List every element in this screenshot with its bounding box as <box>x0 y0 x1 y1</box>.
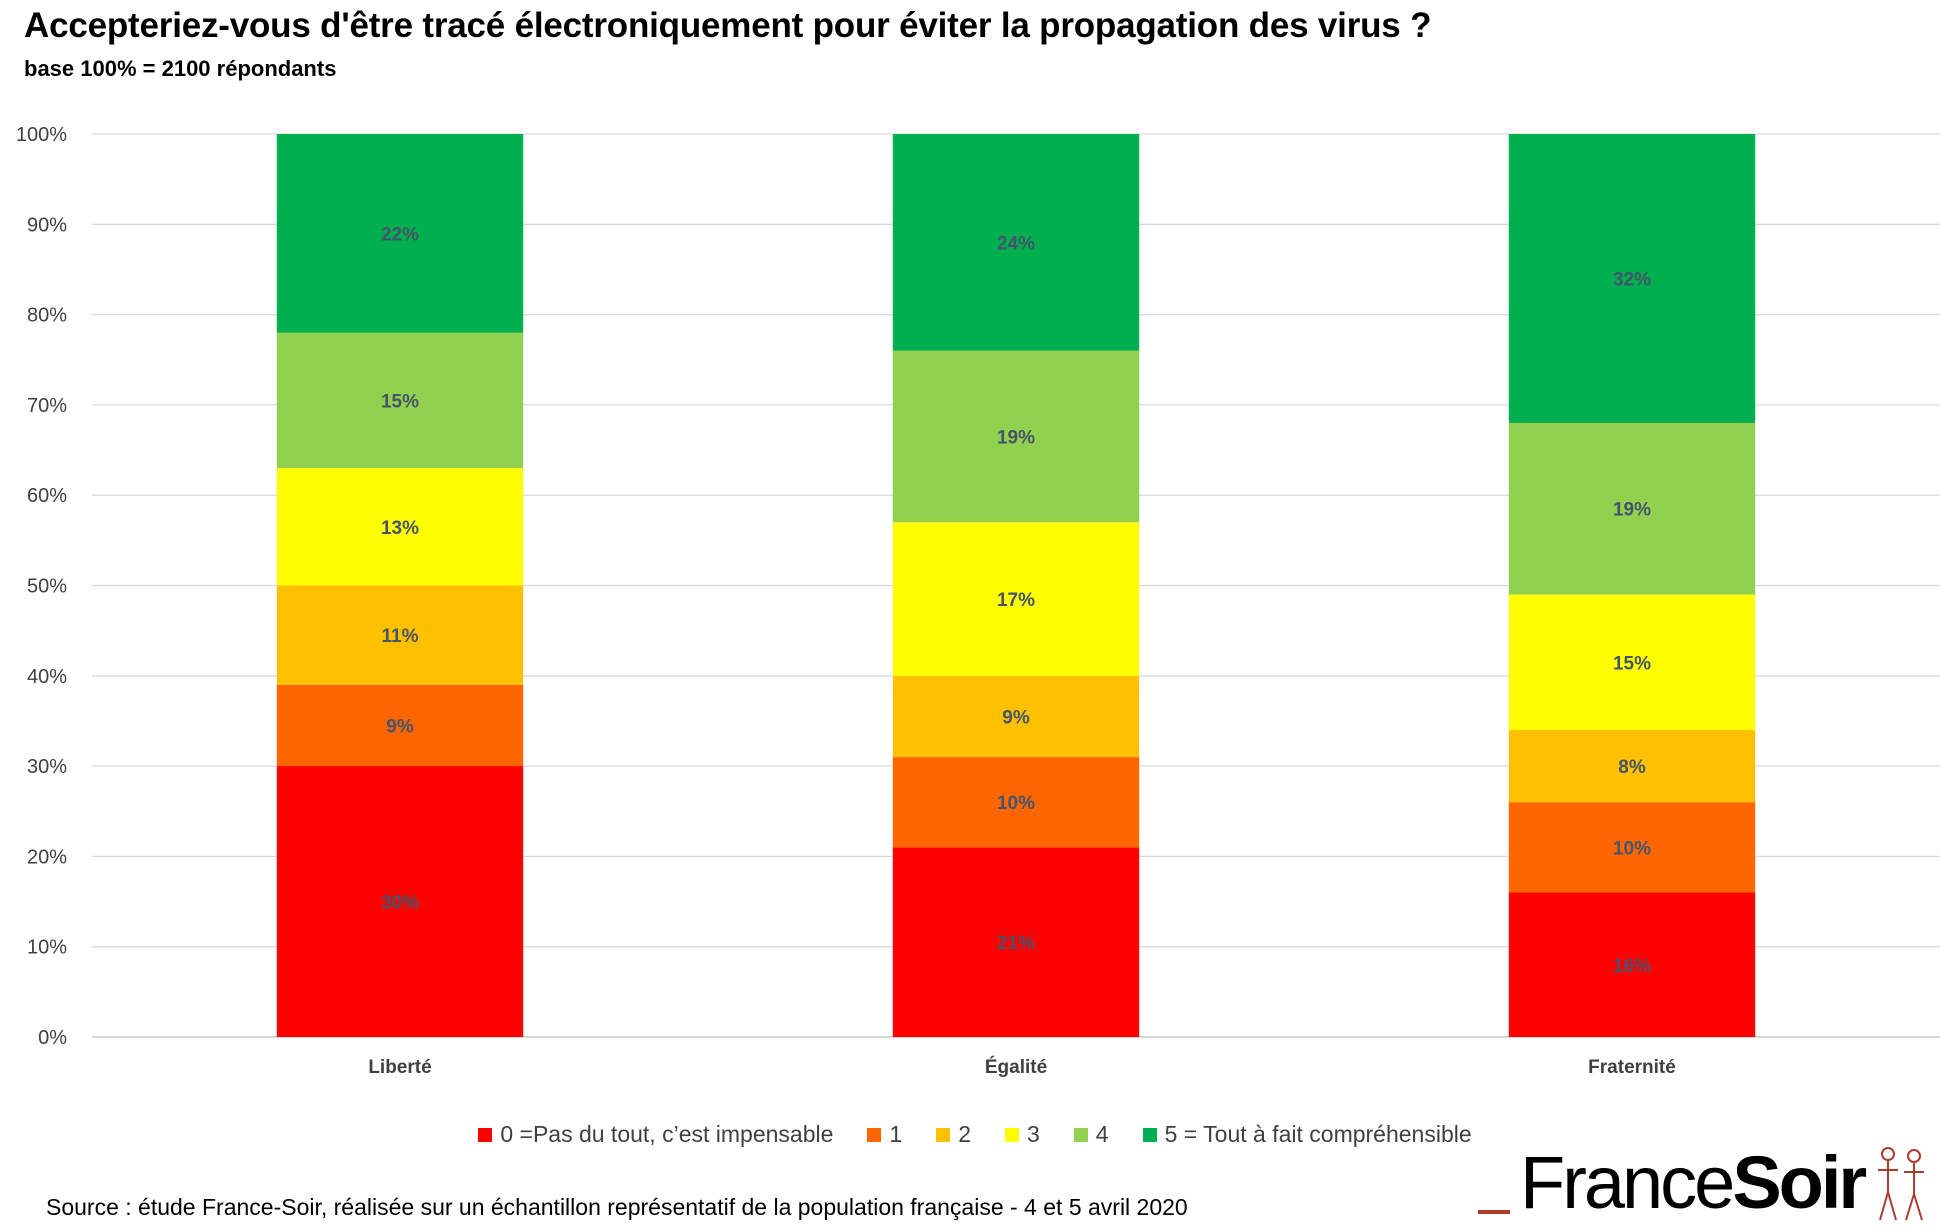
y-tick-label: 20% <box>27 846 67 868</box>
bar-segment <box>1508 892 1756 1037</box>
bar-segment <box>276 684 524 767</box>
legend-swatch <box>1004 1127 1019 1142</box>
logo-wordmark: FranceSoir <box>1520 1140 1867 1226</box>
legend-swatch <box>478 1127 493 1142</box>
legend-label: 1 <box>889 1121 903 1147</box>
bar-segment <box>892 522 1140 676</box>
data-label: 11% <box>382 626 419 647</box>
legend-label: 2 <box>958 1121 971 1147</box>
data-label: 10% <box>997 793 1035 814</box>
bar-segment <box>1508 594 1756 730</box>
y-tick-label: 100% <box>16 124 67 146</box>
legend-label: 4 <box>1095 1121 1109 1147</box>
data-label: 16% <box>1613 956 1651 977</box>
y-tick-label: 80% <box>27 305 67 327</box>
chart-subtitle: base 100% = 2100 répondants <box>24 56 337 81</box>
bar-segment <box>276 585 524 685</box>
data-label: 21% <box>997 933 1035 954</box>
y-tick-label: 90% <box>27 214 67 236</box>
bar-segment <box>276 766 524 1037</box>
bar-segment <box>892 757 1140 848</box>
data-label: 10% <box>1613 838 1651 859</box>
data-label: 13% <box>381 518 419 539</box>
data-label: 32% <box>1613 269 1651 290</box>
legend-label: 0 =Pas du tout, c’est impensable <box>500 1121 834 1147</box>
legend-swatch <box>936 1127 951 1142</box>
bar-segment <box>1508 729 1756 803</box>
legend-item: 1 <box>867 1121 902 1148</box>
legend-swatch <box>867 1127 882 1142</box>
data-label: 15% <box>381 391 419 412</box>
data-label: 8% <box>1618 757 1646 778</box>
chart-legend: 0 =Pas du tout, c’est impensable 1 2 3 4 5 = … <box>0 1121 1940 1148</box>
y-tick-label: 70% <box>27 395 67 417</box>
data-label: 30% <box>381 893 419 914</box>
logo-accent-bar <box>1478 1210 1510 1214</box>
data-label: 19% <box>997 428 1035 449</box>
legend-item: 3 <box>1004 1121 1040 1148</box>
bar-segment <box>1508 422 1756 595</box>
bar-segment <box>892 350 1140 523</box>
y-tick-label: 40% <box>27 666 67 688</box>
legend-label: 5 = Tout à fait compréhensible <box>1164 1121 1472 1147</box>
logo-part1: France <box>1520 1141 1735 1224</box>
bar-segment <box>892 847 1140 1037</box>
legend-item: 4 <box>1073 1121 1109 1148</box>
legend-item: 0 =Pas du tout, c’est impensable <box>478 1121 833 1148</box>
y-tick-label: 60% <box>27 485 67 507</box>
stacked-bar-chart: 0% 10% 20% 30% 40% 50% 60% 70% 80% 90% 100% 30% 9% 11… <box>16 124 1940 1078</box>
bar-segment <box>1508 802 1756 893</box>
data-label: 9% <box>1002 707 1030 728</box>
chart-title: Accepteriez-vous d'être tracé électroniq… <box>24 6 1432 45</box>
x-category-label: Égalité <box>985 1056 1047 1078</box>
legend-item: 5 = Tout à fait compréhensible <box>1142 1121 1472 1148</box>
legend-swatch <box>1142 1127 1157 1142</box>
data-label: 15% <box>1613 653 1651 674</box>
legend-item: 2 <box>936 1121 971 1148</box>
data-label: 17% <box>997 590 1035 611</box>
x-category-label: Liberté <box>368 1057 431 1078</box>
y-tick-label: 10% <box>27 937 67 959</box>
data-label: 22% <box>381 224 419 245</box>
bar-segment <box>276 134 524 333</box>
y-tick-label: 50% <box>27 576 67 598</box>
x-category-label: Fraternité <box>1588 1057 1676 1078</box>
logo-figures-icon <box>1878 1147 1924 1221</box>
francesoir-logo: FranceSoir <box>1478 1140 1938 1226</box>
y-tick-label: 30% <box>27 756 67 778</box>
bar-segment <box>892 675 1140 758</box>
bar-segment <box>1508 134 1756 423</box>
legend-swatch <box>1073 1127 1088 1142</box>
bar-segment <box>276 332 524 469</box>
data-label: 9% <box>386 716 414 737</box>
bar-segment <box>276 468 524 586</box>
logo-part2: Soir <box>1732 1141 1867 1224</box>
data-label: 24% <box>997 233 1035 254</box>
bar-segment <box>892 134 1140 351</box>
y-tick-label: 0% <box>38 1027 67 1049</box>
data-label: 19% <box>1613 500 1651 521</box>
source-note: Source : étude France-Soir, réalisée sur… <box>46 1194 1188 1220</box>
legend-label: 3 <box>1026 1121 1040 1147</box>
